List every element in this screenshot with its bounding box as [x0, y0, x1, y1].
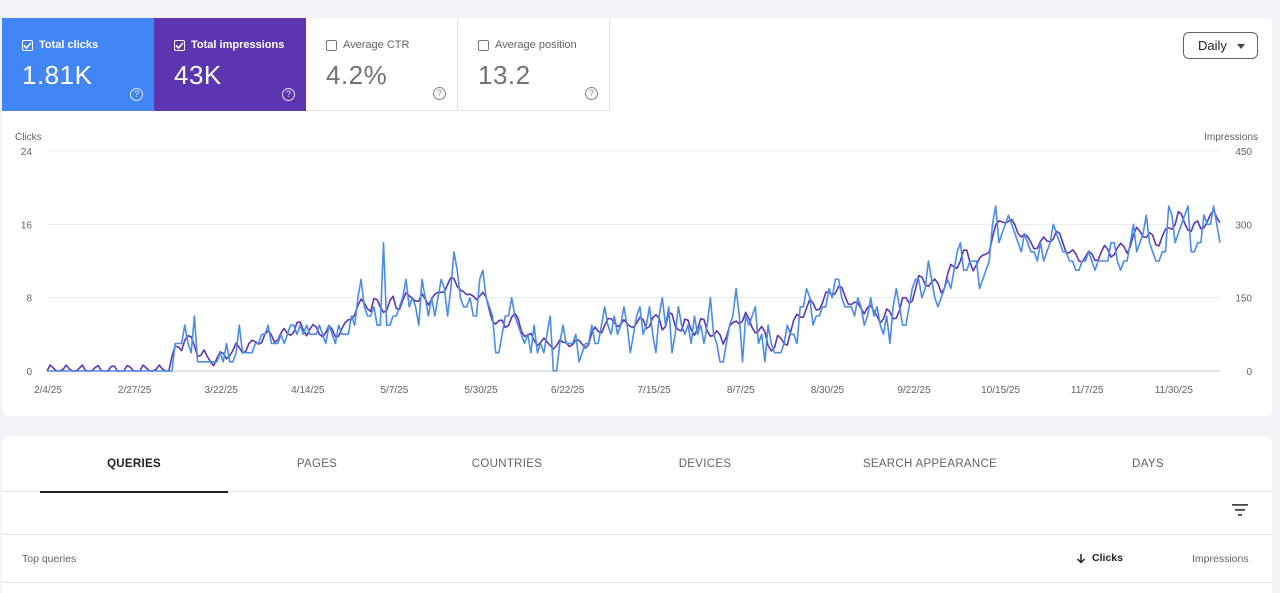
- metric-value: 43K: [174, 60, 222, 90]
- left-tick-label: 16: [21, 220, 33, 231]
- metric-total-impressions[interactable]: Total impressions 43K ?: [154, 18, 306, 111]
- tab-pages[interactable]: PAGES: [296, 458, 338, 470]
- x-tick-label: 5/7/25: [380, 385, 408, 396]
- metric-tiles: Total clicks 1.81K ? Total impressions 4…: [2, 18, 610, 111]
- x-tick-label: 7/15/25: [638, 385, 672, 396]
- x-tick-label: 11/7/25: [1071, 385, 1104, 396]
- tab-days[interactable]: DAYS: [1132, 458, 1164, 470]
- tab-devices[interactable]: DEVICES: [678, 458, 732, 470]
- left-tick-label: 24: [21, 147, 33, 158]
- x-tick-label: 6/22/25: [551, 385, 585, 396]
- impressions-series-line: [46, 209, 1221, 372]
- metric-value: 13.2: [478, 60, 531, 90]
- tab-queries[interactable]: QUERIES: [40, 436, 228, 493]
- help-icon[interactable]: ?: [585, 87, 598, 100]
- x-tick-label: 4/14/25: [291, 385, 325, 396]
- granularity-dropdown[interactable]: Daily: [1183, 32, 1258, 59]
- x-tick-label: 9/22/25: [897, 385, 931, 396]
- divider: [2, 534, 1272, 535]
- right-tick-label: 450: [1235, 147, 1252, 158]
- clicks-series-line: [47, 205, 1221, 372]
- x-tick-label: 3/22/25: [205, 385, 239, 396]
- left-tick-label: 0: [26, 367, 32, 378]
- right-tick-label: 150: [1235, 294, 1252, 305]
- x-tick-label: 2/4/25: [34, 385, 62, 396]
- help-icon[interactable]: ?: [130, 88, 143, 101]
- right-tick-label: 0: [1246, 367, 1252, 378]
- right-axis-title: Impressions: [1204, 132, 1258, 143]
- metric-value: 1.81K: [22, 60, 93, 90]
- checkbox-checked-icon[interactable]: [174, 39, 185, 51]
- x-tick-label: 10/15/25: [981, 385, 1020, 396]
- help-icon[interactable]: ?: [433, 87, 446, 100]
- report-card: QUERIES PAGES COUNTRIES DEVICES SEARCH A…: [2, 436, 1272, 593]
- column-header-impressions[interactable]: Impressions: [1192, 553, 1249, 565]
- x-tick-label: 2/27/25: [118, 385, 152, 396]
- metric-label: Total clicks: [39, 39, 99, 51]
- report-tabs: QUERIES PAGES COUNTRIES DEVICES SEARCH A…: [2, 436, 1272, 493]
- checkbox-checked-icon[interactable]: [22, 39, 33, 51]
- metric-label: Average CTR: [343, 39, 410, 51]
- column-header-clicks[interactable]: Clicks: [1076, 552, 1123, 564]
- checkbox-unchecked-icon[interactable]: [326, 39, 337, 51]
- checkbox-unchecked-icon[interactable]: [478, 39, 489, 51]
- tab-search-appearance[interactable]: SEARCH APPEARANCE: [862, 458, 998, 470]
- metric-total-clicks[interactable]: Total clicks 1.81K ?: [2, 18, 154, 111]
- help-icon[interactable]: ?: [282, 88, 295, 101]
- performance-card: Total clicks 1.81K ? Total impressions 4…: [2, 18, 1272, 416]
- granularity-label: Daily: [1198, 38, 1227, 53]
- active-tab-indicator: [40, 491, 228, 493]
- x-tick-label: 5/30/25: [464, 385, 498, 396]
- column-header-top-queries: Top queries: [22, 553, 77, 565]
- right-tick-label: 300: [1235, 220, 1252, 231]
- metric-average-position[interactable]: Average position 13.2 ?: [458, 18, 610, 111]
- arrow-down-icon: [1076, 553, 1086, 564]
- divider: [2, 582, 1272, 583]
- metric-label: Total impressions: [191, 39, 285, 51]
- x-tick-label: 11/30/25: [1155, 385, 1194, 396]
- x-tick-label: 8/30/25: [811, 385, 845, 396]
- filter-icon[interactable]: [1230, 502, 1250, 518]
- caret-down-icon: [1237, 44, 1245, 49]
- left-axis-title: Clicks: [15, 132, 42, 143]
- metric-value: 4.2%: [326, 60, 388, 90]
- left-tick-label: 8: [26, 294, 32, 305]
- metric-label: Average position: [495, 39, 577, 51]
- tab-countries[interactable]: COUNTRIES: [471, 458, 543, 470]
- metric-average-ctr[interactable]: Average CTR 4.2% ?: [306, 18, 458, 111]
- x-tick-label: 8/7/25: [727, 385, 755, 396]
